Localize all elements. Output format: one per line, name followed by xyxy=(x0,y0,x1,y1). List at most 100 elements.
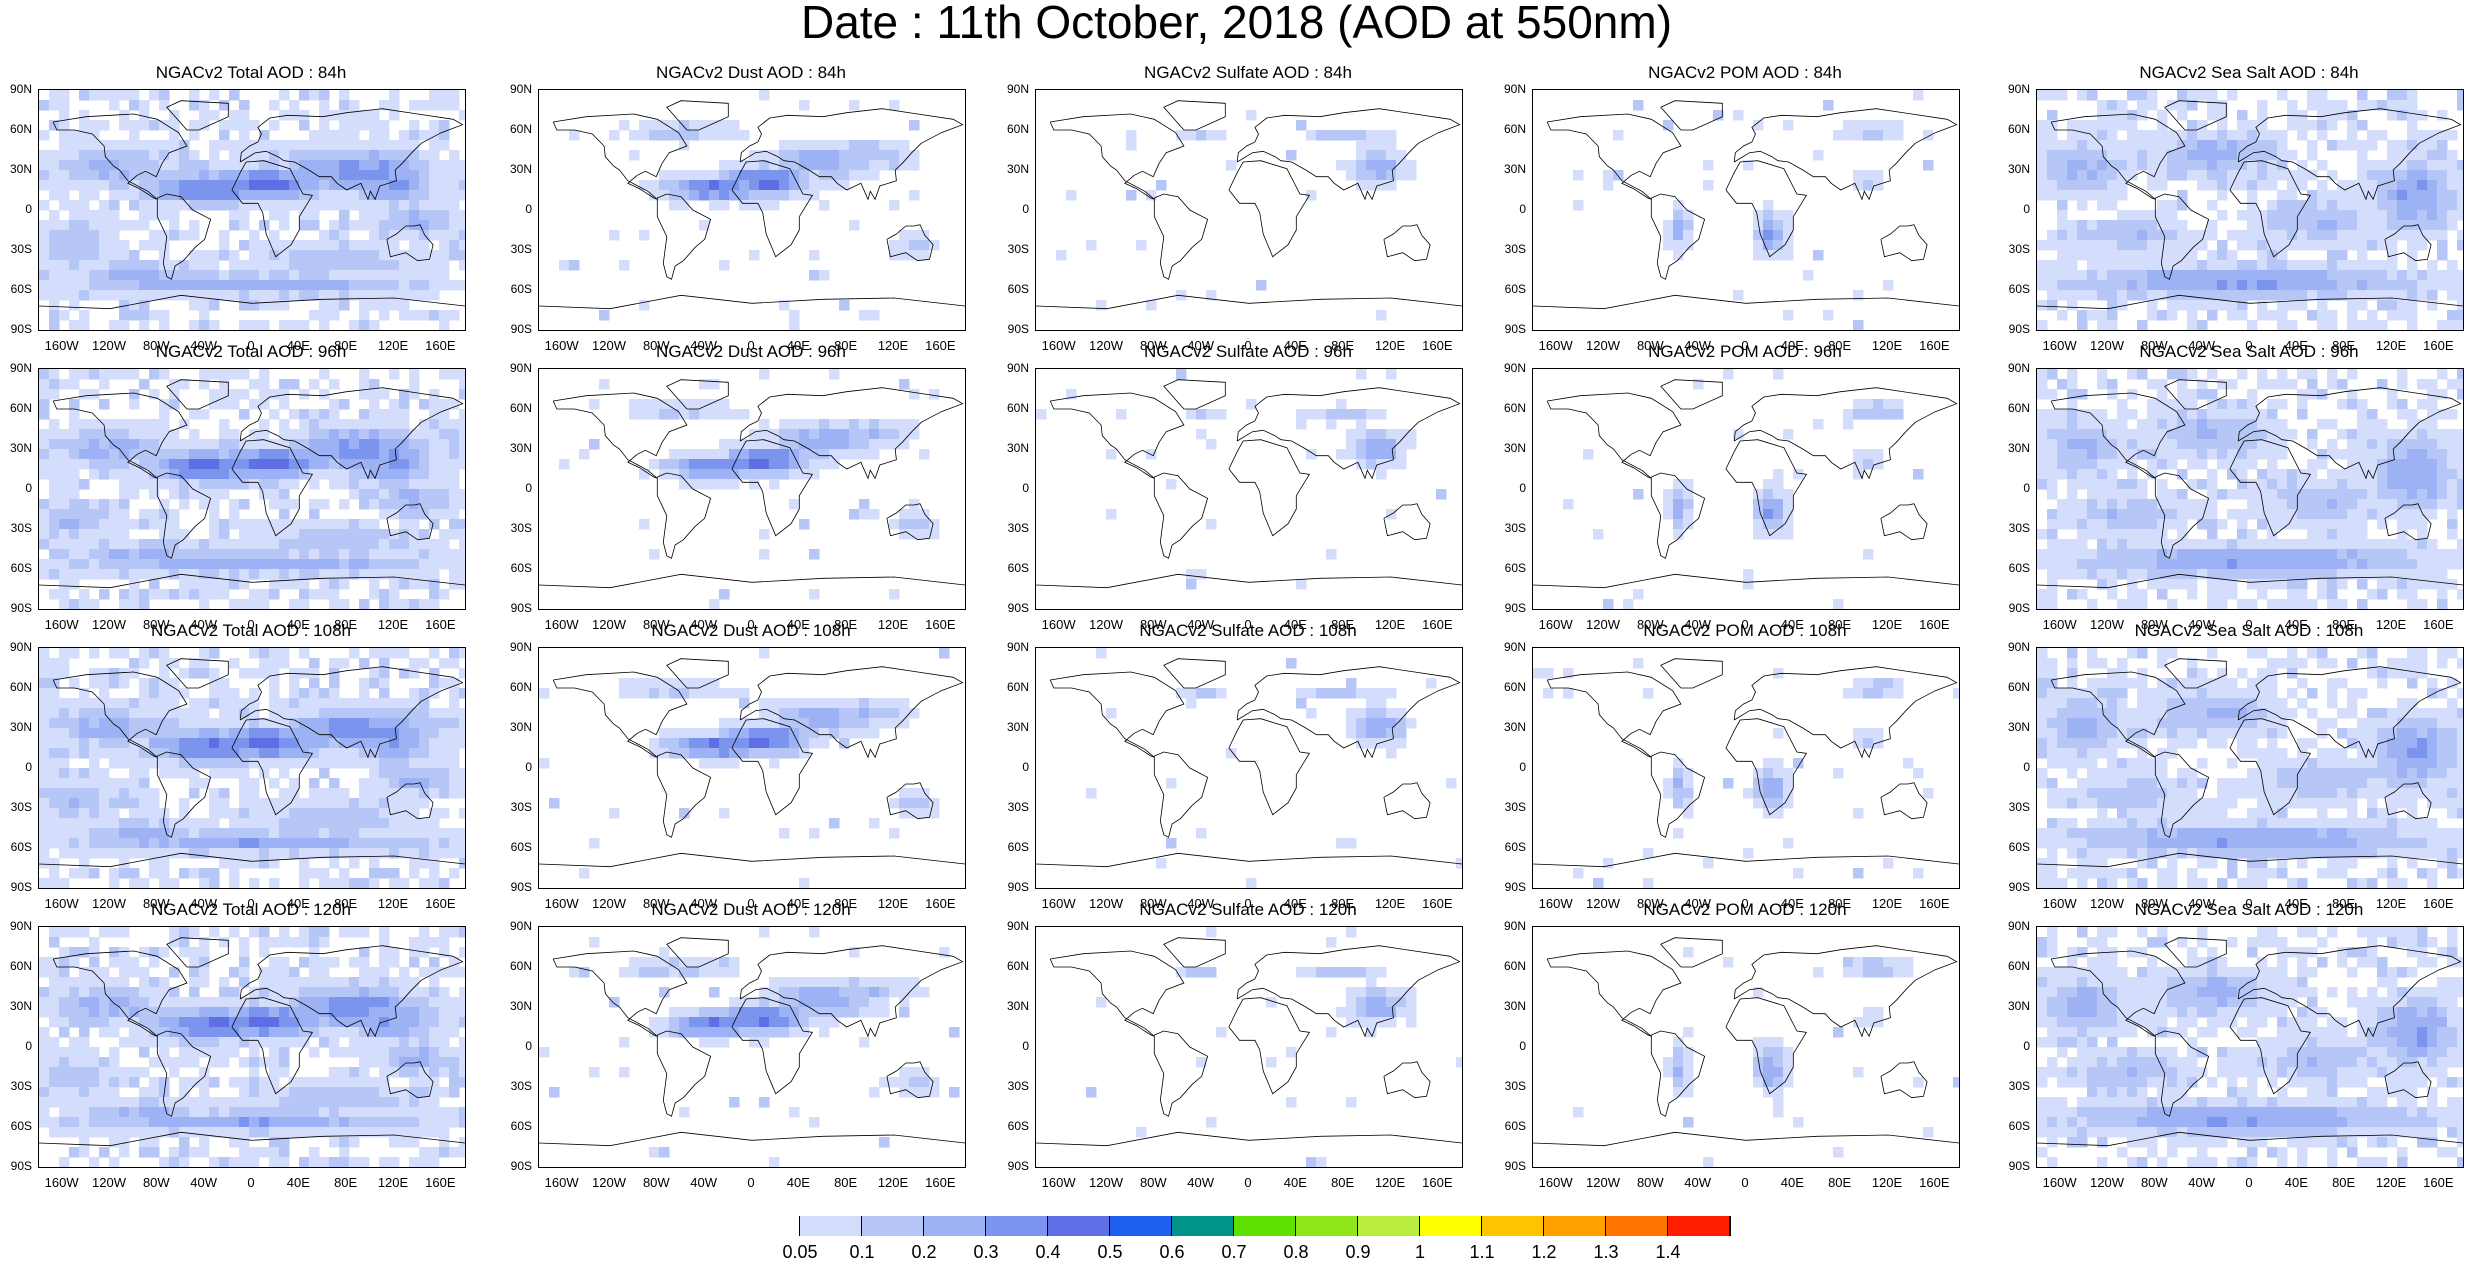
aod-cell xyxy=(2107,280,2118,291)
aod-cell xyxy=(2047,539,2058,550)
aod-cell xyxy=(449,658,460,669)
aod-cell xyxy=(2187,320,2198,330)
aod-cell xyxy=(219,798,230,809)
aod-cell xyxy=(2327,100,2338,111)
aod-cell xyxy=(2317,110,2328,121)
aod-cell xyxy=(2187,439,2198,450)
aod-cell xyxy=(249,828,260,839)
aod-cell xyxy=(2057,180,2068,191)
aod-cell xyxy=(369,150,380,161)
aod-cell xyxy=(229,290,240,301)
aod-cell xyxy=(2187,369,2198,380)
aod-cell xyxy=(2257,210,2268,221)
aod-cell xyxy=(359,379,370,390)
aod-cell xyxy=(2187,170,2198,181)
aod-cell xyxy=(2207,429,2218,440)
aod-cell xyxy=(389,748,400,759)
aod-cell xyxy=(2367,559,2378,570)
aod-cell xyxy=(379,220,390,231)
lat-tick-label: 90S xyxy=(4,323,32,335)
aod-cell xyxy=(289,290,300,301)
aod-cell xyxy=(199,409,210,420)
aod-cell xyxy=(119,369,130,380)
aod-cell xyxy=(169,718,180,729)
aod-cell xyxy=(209,170,220,181)
aod-cell xyxy=(2237,210,2248,221)
aod-cell xyxy=(799,469,810,480)
aod-cell xyxy=(129,848,140,859)
aod-cell xyxy=(289,260,300,271)
aod-cell xyxy=(1316,409,1327,420)
aod-cell xyxy=(729,170,740,181)
aod-cell xyxy=(169,399,180,410)
aod-cell xyxy=(359,140,370,151)
aod-cell xyxy=(2397,369,2408,380)
aod-cell xyxy=(2117,529,2128,540)
aod-cell xyxy=(119,240,130,251)
aod-cell xyxy=(49,858,60,869)
aod-cell xyxy=(169,559,180,570)
aod-cell xyxy=(2057,220,2068,231)
aod-cell xyxy=(859,310,870,321)
aod-cell xyxy=(2327,280,2338,291)
aod-cell xyxy=(2277,260,2288,271)
aod-cell xyxy=(759,529,770,540)
aod-cell xyxy=(409,529,420,540)
aod-cell xyxy=(449,200,460,211)
aod-cell xyxy=(259,529,270,540)
aod-cell xyxy=(2357,280,2368,291)
aod-cell xyxy=(2077,220,2088,231)
aod-cell xyxy=(99,449,110,460)
aod-cell xyxy=(1366,130,1377,141)
aod-cell xyxy=(459,778,465,789)
aod-cell xyxy=(369,788,380,799)
aod-cell xyxy=(1376,180,1387,191)
aod-cell xyxy=(599,310,610,321)
aod-cell xyxy=(229,220,240,231)
aod-cell xyxy=(2417,399,2428,410)
aod-cell xyxy=(759,190,770,201)
aod-cell xyxy=(229,828,240,839)
aod-cell xyxy=(119,310,130,321)
aod-cell xyxy=(449,439,460,450)
aod-cell xyxy=(2227,539,2238,550)
aod-cell xyxy=(189,848,200,859)
aod-cell xyxy=(209,838,220,849)
aod-cell xyxy=(689,479,700,490)
aod-cell xyxy=(2317,489,2328,500)
aod-cell xyxy=(779,170,790,181)
aod-cell xyxy=(2087,190,2098,201)
aod-cell xyxy=(259,170,270,181)
aod-cell xyxy=(419,599,430,609)
aod-cell xyxy=(429,768,440,779)
aod-cell xyxy=(379,130,390,141)
aod-cell xyxy=(2357,230,2368,241)
aod-cell xyxy=(89,698,100,709)
aod-cell xyxy=(2367,549,2378,560)
aod-cell xyxy=(329,160,340,171)
aod-cell xyxy=(1386,369,1397,380)
aod-cell xyxy=(2377,210,2388,221)
aod-cell xyxy=(1336,409,1347,420)
aod-cell xyxy=(129,599,140,609)
aod-cell xyxy=(39,260,50,271)
aod-cell xyxy=(2357,529,2368,540)
aod-cell xyxy=(829,160,840,171)
aod-cell xyxy=(649,549,660,560)
aod-cell xyxy=(1683,489,1694,500)
aod-cell xyxy=(2337,140,2348,151)
aod-cell xyxy=(2117,250,2128,261)
aod-cell xyxy=(859,509,870,520)
aod-cell xyxy=(229,140,240,151)
aod-cell xyxy=(2087,489,2098,500)
aod-cell xyxy=(2377,499,2388,510)
aod-cell xyxy=(2057,449,2068,460)
aod-cell xyxy=(139,240,150,251)
aod-cell xyxy=(2337,499,2348,510)
aod-cell xyxy=(729,130,740,141)
aod-cell xyxy=(789,698,800,709)
aod-cell xyxy=(2107,150,2118,161)
aod-cell xyxy=(2147,469,2158,480)
map-plot xyxy=(538,89,966,331)
aod-cell xyxy=(2077,519,2088,530)
